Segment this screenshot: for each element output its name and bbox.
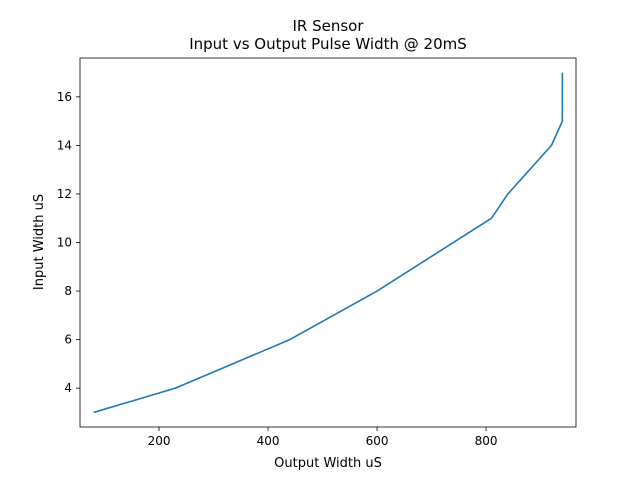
y-tick-label-10: 10 [57, 236, 72, 250]
y-tick-label-8: 8 [64, 284, 72, 298]
y-tick-label-6: 6 [64, 333, 72, 347]
y-axis-label: Input Width uS [32, 194, 47, 290]
chart-title: IR Sensor [292, 17, 364, 35]
x-tick-label-200: 200 [148, 434, 171, 448]
series-line-0 [93, 72, 564, 414]
y-tick-label-4: 4 [64, 381, 72, 395]
plot-area: 200 400 600 800 4 6 8 10 12 14 16 [57, 57, 577, 448]
x-tick-label-800: 800 [475, 434, 498, 448]
plot-frame [79, 57, 577, 428]
x-axis-label: Output Width uS [274, 456, 382, 471]
x-tick-label-600: 600 [366, 434, 389, 448]
y-tick-label-12: 12 [57, 187, 72, 201]
chart-subtitle: Input vs Output Pulse Width @ 20mS [189, 35, 467, 53]
x-tick-label-400: 400 [257, 434, 280, 448]
y-tick-label-16: 16 [57, 90, 72, 104]
y-tick-label-14: 14 [57, 138, 72, 152]
